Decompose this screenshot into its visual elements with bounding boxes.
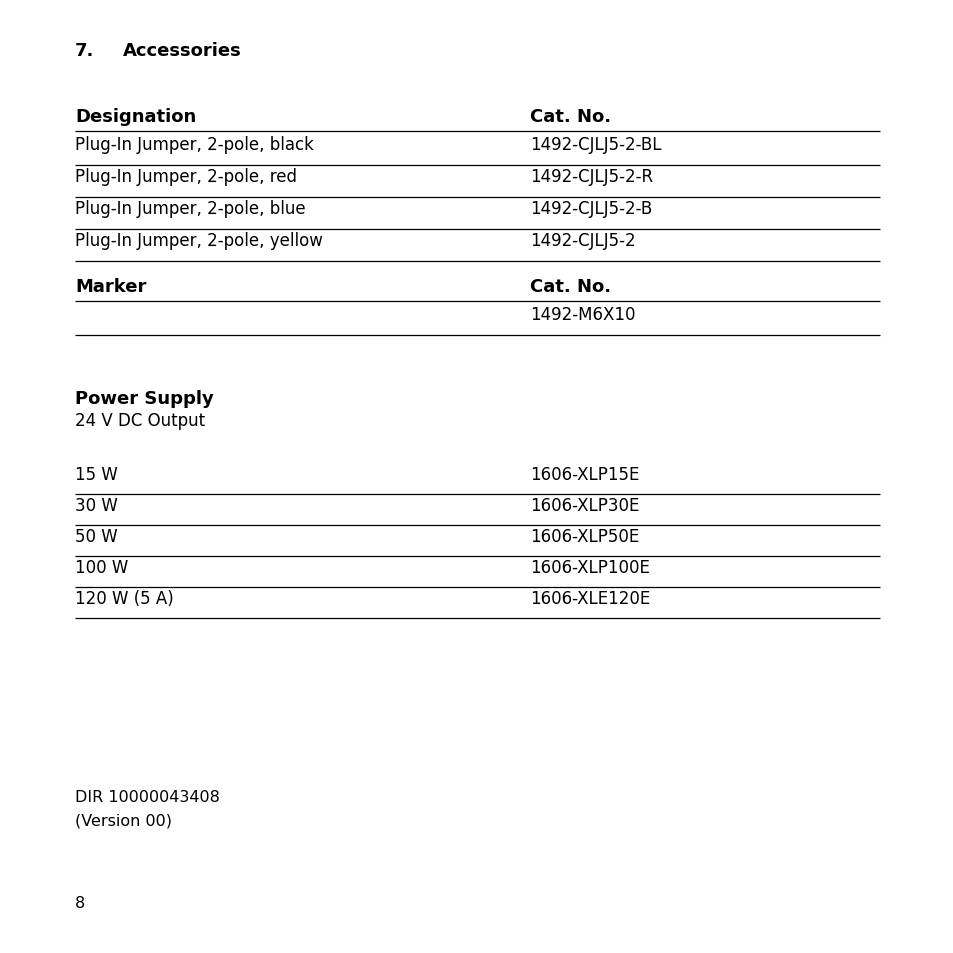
Text: Accessories: Accessories — [123, 42, 241, 60]
Text: Plug-In Jumper, 2-pole, red: Plug-In Jumper, 2-pole, red — [75, 168, 296, 186]
Text: 1492-CJLJ5-2-B: 1492-CJLJ5-2-B — [530, 200, 652, 218]
Text: Plug-In Jumper, 2-pole, black: Plug-In Jumper, 2-pole, black — [75, 136, 314, 153]
Text: 7.: 7. — [75, 42, 94, 60]
Text: 1606-XLP30E: 1606-XLP30E — [530, 497, 639, 515]
Text: 1606-XLP50E: 1606-XLP50E — [530, 527, 639, 545]
Text: 1492-CJLJ5-2: 1492-CJLJ5-2 — [530, 232, 635, 250]
Text: (Version 00): (Version 00) — [75, 813, 172, 828]
Text: DIR 10000043408: DIR 10000043408 — [75, 789, 219, 804]
Text: 15 W: 15 W — [75, 465, 118, 483]
Text: Marker: Marker — [75, 277, 146, 295]
Text: Cat. No.: Cat. No. — [530, 277, 611, 295]
Text: 1606-XLP15E: 1606-XLP15E — [530, 465, 639, 483]
Text: Cat. No.: Cat. No. — [530, 108, 611, 126]
Text: Plug-In Jumper, 2-pole, blue: Plug-In Jumper, 2-pole, blue — [75, 200, 305, 218]
Text: 50 W: 50 W — [75, 527, 117, 545]
Text: Plug-In Jumper, 2-pole, yellow: Plug-In Jumper, 2-pole, yellow — [75, 232, 322, 250]
Text: Designation: Designation — [75, 108, 196, 126]
Text: 120 W (5 A): 120 W (5 A) — [75, 589, 173, 607]
Text: Power Supply: Power Supply — [75, 390, 213, 408]
Text: 8: 8 — [75, 895, 85, 910]
Text: 1492-CJLJ5-2-R: 1492-CJLJ5-2-R — [530, 168, 653, 186]
Text: 1492-M6X10: 1492-M6X10 — [530, 306, 635, 324]
Text: 1606-XLP100E: 1606-XLP100E — [530, 558, 649, 577]
Text: 30 W: 30 W — [75, 497, 118, 515]
Text: 100 W: 100 W — [75, 558, 129, 577]
Text: 1492-CJLJ5-2-BL: 1492-CJLJ5-2-BL — [530, 136, 660, 153]
Text: 24 V DC Output: 24 V DC Output — [75, 412, 205, 430]
Text: 1606-XLE120E: 1606-XLE120E — [530, 589, 650, 607]
